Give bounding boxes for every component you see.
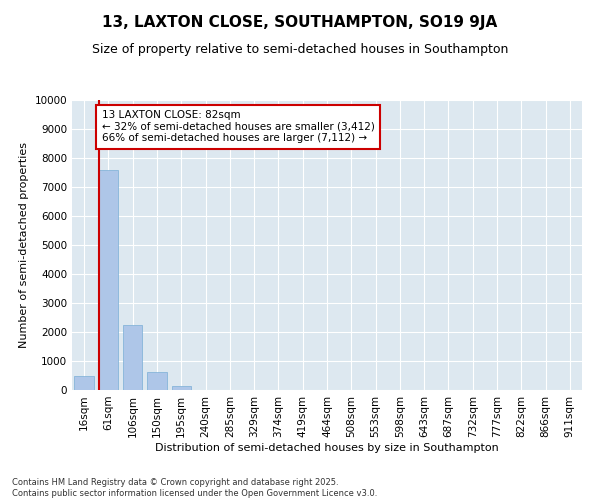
X-axis label: Distribution of semi-detached houses by size in Southampton: Distribution of semi-detached houses by … [155, 442, 499, 452]
Text: 13, LAXTON CLOSE, SOUTHAMPTON, SO19 9JA: 13, LAXTON CLOSE, SOUTHAMPTON, SO19 9JA [103, 15, 497, 30]
Text: 13 LAXTON CLOSE: 82sqm
← 32% of semi-detached houses are smaller (3,412)
66% of : 13 LAXTON CLOSE: 82sqm ← 32% of semi-det… [101, 110, 374, 144]
Bar [123, 325, 142, 390]
Text: Size of property relative to semi-detached houses in Southampton: Size of property relative to semi-detach… [92, 42, 508, 56]
Y-axis label: Number of semi-detached properties: Number of semi-detached properties [19, 142, 29, 348]
Bar [74, 376, 94, 390]
Text: Contains HM Land Registry data © Crown copyright and database right 2025.
Contai: Contains HM Land Registry data © Crown c… [12, 478, 377, 498]
Bar [99, 170, 118, 390]
Bar [147, 372, 167, 390]
Bar [172, 386, 191, 390]
